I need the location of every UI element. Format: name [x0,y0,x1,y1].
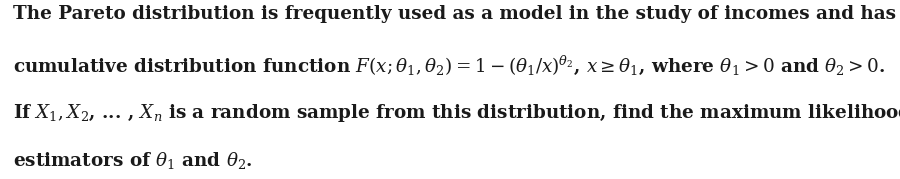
Text: estimators of $\theta_1$ and $\theta_2$.: estimators of $\theta_1$ and $\theta_2$. [13,150,253,171]
Text: If $\mathit{X}_1,\mathit{X}_2$, ... , $\mathit{X}_n$ is a random sample from thi: If $\mathit{X}_1,\mathit{X}_2$, ... , $\… [13,102,900,124]
Text: cumulative distribution function $\mathit{F}(\mathit{x};\theta_1,\theta_2)=1-(\t: cumulative distribution function $\mathi… [13,54,885,77]
Text: The Pareto distribution is frequently used as a model in the study of incomes an: The Pareto distribution is frequently us… [13,5,900,23]
